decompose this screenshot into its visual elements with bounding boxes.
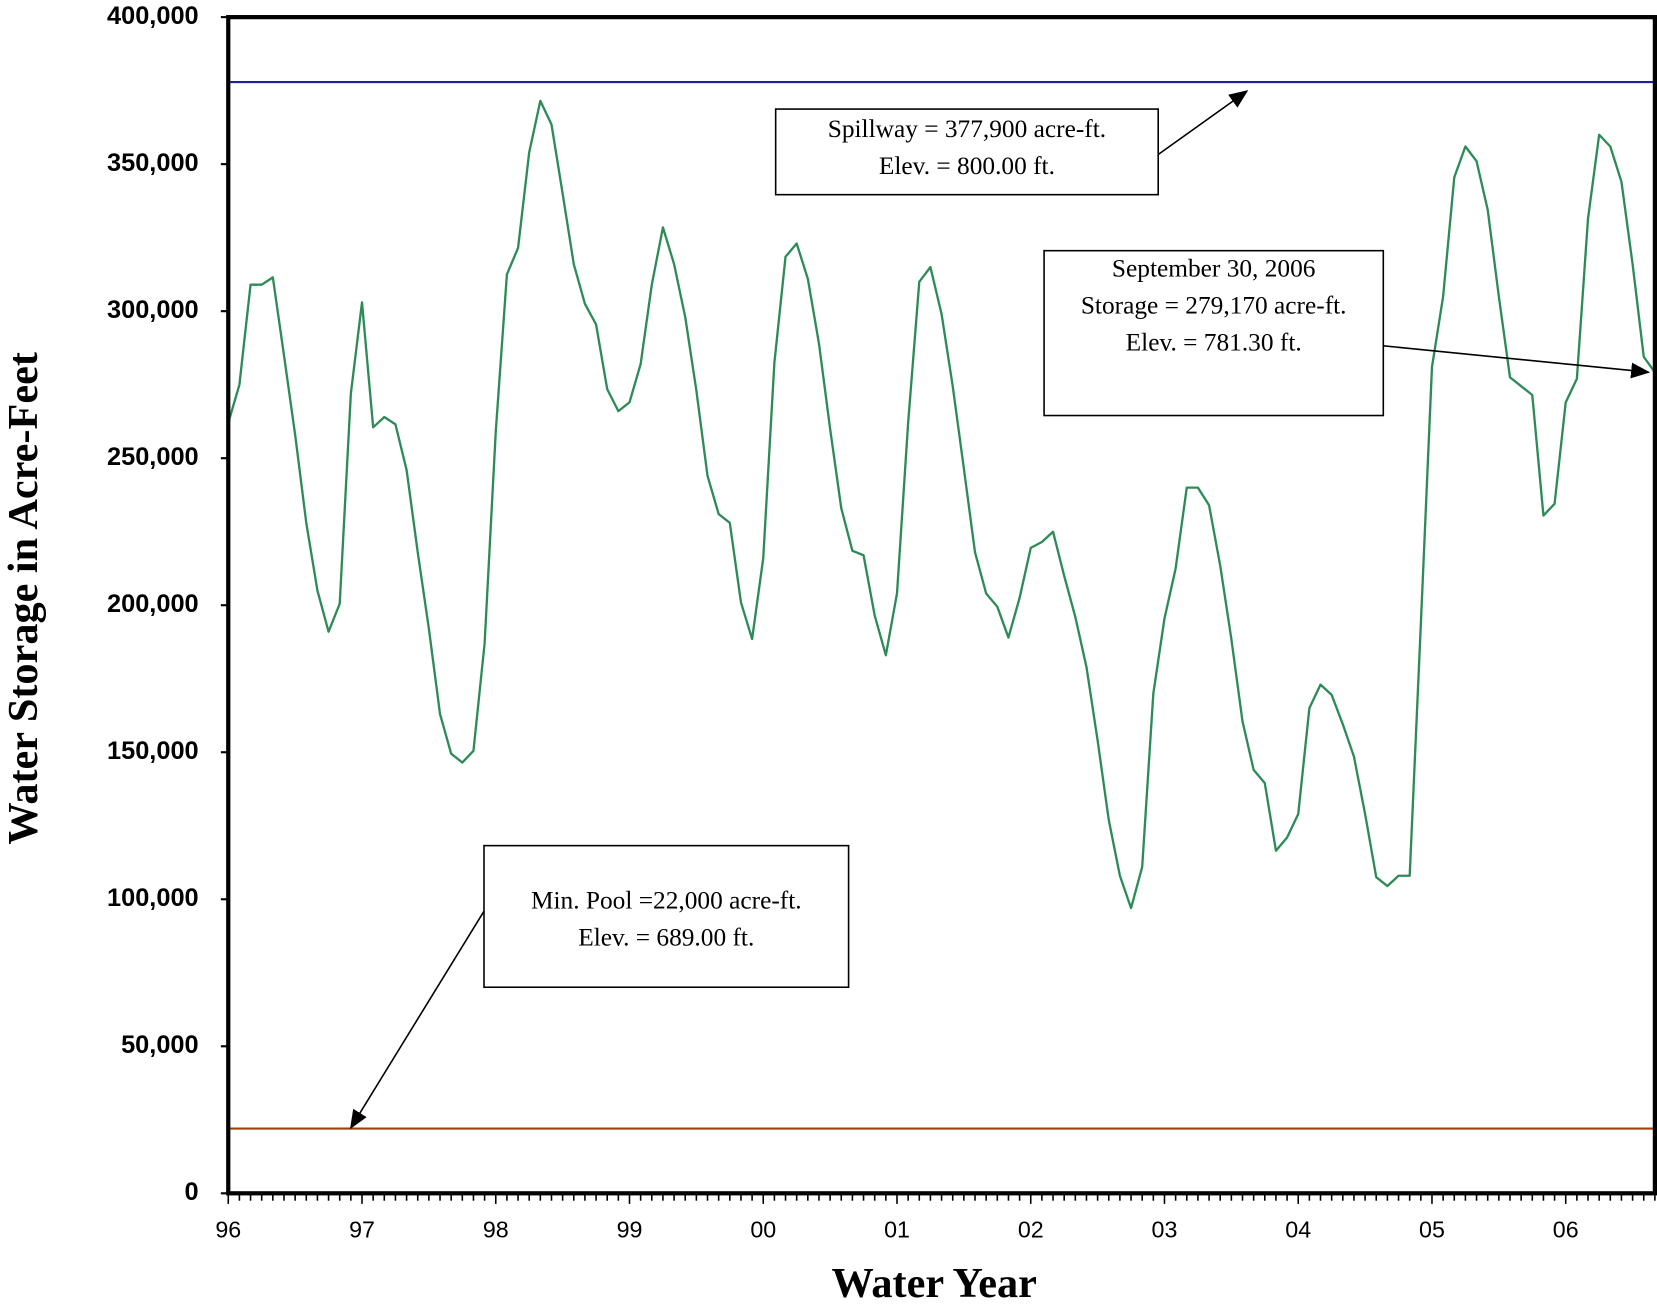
y-tick-label: 0 — [185, 1178, 199, 1206]
y-tick-label: 350,000 — [107, 149, 199, 177]
x-tick-label: 03 — [1152, 1216, 1178, 1242]
annotation-text: Min. Pool =22,000 acre-ft. — [531, 887, 802, 915]
y-tick-label: 250,000 — [107, 443, 199, 471]
x-tick-label: 06 — [1553, 1216, 1579, 1242]
annotation-text: Elev. = 689.00 ft. — [578, 923, 754, 951]
y-tick-label: 400,000 — [107, 2, 199, 30]
annotation-text: September 30, 2006 — [1112, 255, 1316, 283]
x-tick-label: 97 — [349, 1216, 375, 1242]
x-tick-label: 04 — [1285, 1216, 1311, 1242]
x-axis-title: Water Year — [831, 1260, 1036, 1307]
x-tick-label: 96 — [215, 1216, 241, 1242]
annotation-box — [774, 108, 1160, 196]
annotation-arrow — [1157, 90, 1249, 156]
annotation-arrow — [350, 910, 485, 1130]
annotation-text: Elev. = 781.30 ft. — [1126, 329, 1302, 357]
plot-frame — [226, 15, 1657, 1196]
x-tick-label: 99 — [617, 1216, 643, 1242]
y-tick-label: 300,000 — [107, 296, 199, 324]
annotation-box — [483, 844, 850, 989]
x-tick-label: 05 — [1419, 1216, 1445, 1242]
annotation-text: Elev. = 800.00 ft. — [879, 152, 1055, 180]
x-tick-label: 98 — [483, 1216, 509, 1242]
annotation-text: Storage = 279,170 acre-ft. — [1081, 292, 1347, 320]
x-tick-label: 02 — [1018, 1216, 1044, 1242]
annotation-box — [1043, 249, 1385, 417]
x-tick-label: 01 — [884, 1216, 910, 1242]
x-tick-label: 00 — [750, 1216, 776, 1242]
data-line — [227, 99, 1656, 910]
annotation-arrow — [1383, 344, 1651, 379]
y-tick-label: 100,000 — [107, 884, 199, 912]
y-tick-label: 50,000 — [121, 1031, 199, 1059]
y-tick-label: 150,000 — [107, 737, 199, 765]
y-tick-label: 200,000 — [107, 590, 199, 618]
y-axis-title: Water Storage in Acre-Feet — [0, 352, 47, 845]
annotation-text: Spillway = 377,900 acre-ft. — [828, 115, 1106, 143]
